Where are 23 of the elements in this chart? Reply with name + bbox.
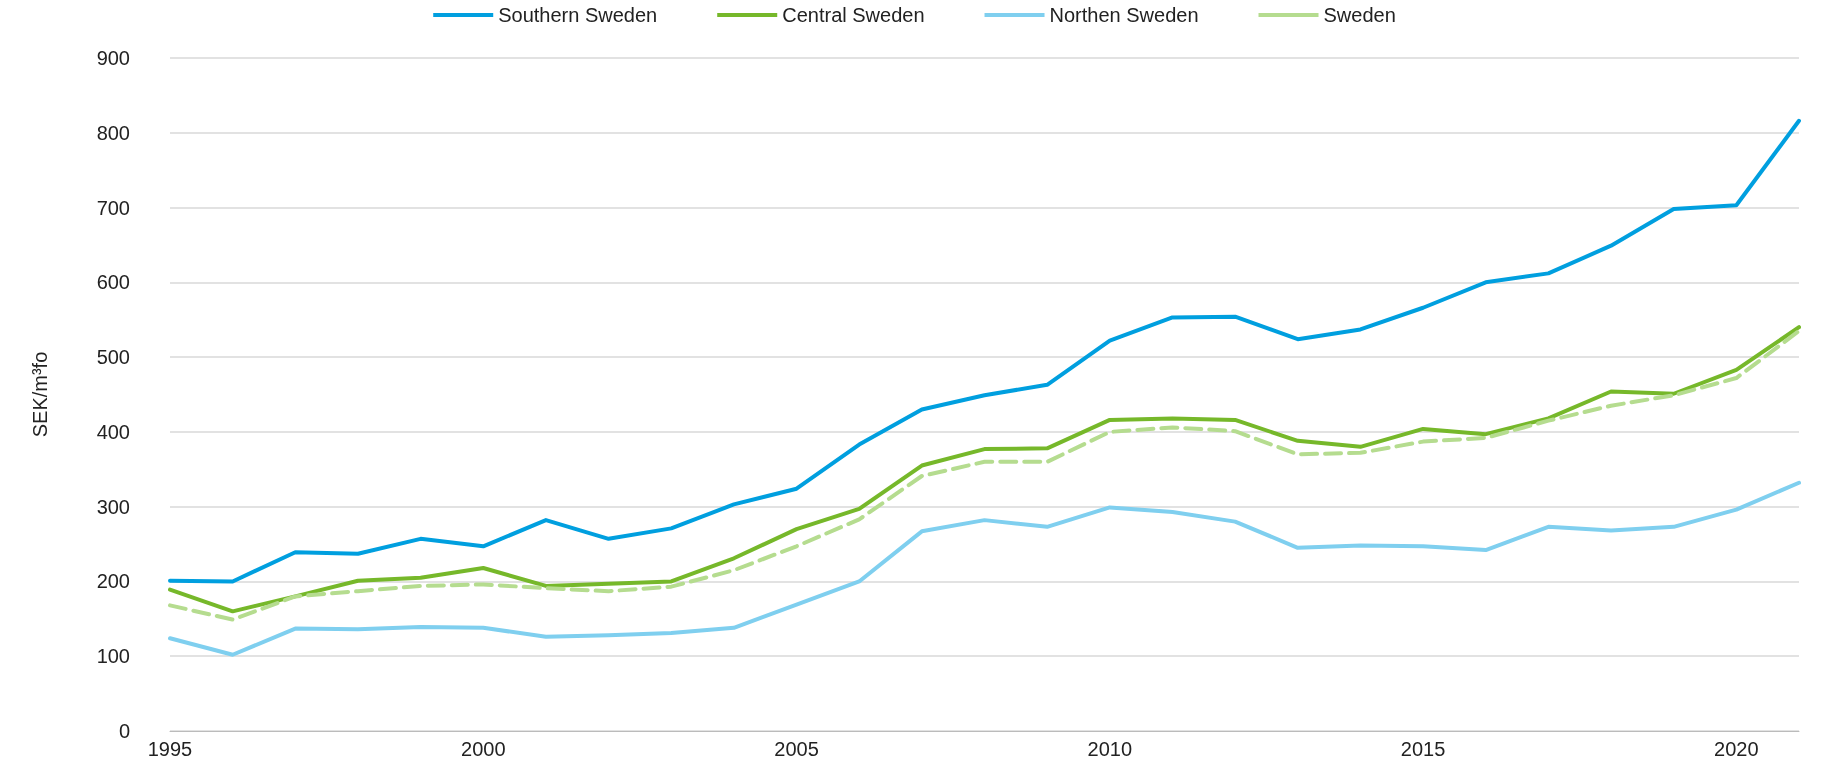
x-tick-label: 2020 <box>1714 738 1759 760</box>
y-tick-label: 900 <box>96 47 130 69</box>
legend-label: Southern Sweden <box>498 4 658 26</box>
y-tick-label: 800 <box>96 121 130 144</box>
y-axis-title: SEK/m³fo <box>29 351 51 438</box>
x-tick-label: 2005 <box>774 738 819 760</box>
y-tick-label: 200 <box>96 570 130 593</box>
line-series <box>168 118 1801 584</box>
x-tick-label: 2010 <box>1087 738 1133 760</box>
y-tick-label: 100 <box>96 645 130 668</box>
y-tick-label: 0 <box>118 720 130 742</box>
x-tick-label: 2000 <box>461 738 506 760</box>
line-series <box>168 480 1801 657</box>
x-tick-label: 2015 <box>1400 738 1446 760</box>
x-tick-label: 1995 <box>147 738 193 760</box>
y-tick-label: 700 <box>96 196 130 219</box>
y-tick-label: 600 <box>96 271 130 294</box>
y-tick-label: 300 <box>96 495 130 518</box>
legend-label: Northen Sweden <box>1049 4 1199 26</box>
y-tick-label: 500 <box>96 346 130 369</box>
legend-label: Sweden <box>1323 4 1396 26</box>
legend-label: Central Sweden <box>782 4 925 26</box>
y-tick-label: 400 <box>96 420 130 443</box>
